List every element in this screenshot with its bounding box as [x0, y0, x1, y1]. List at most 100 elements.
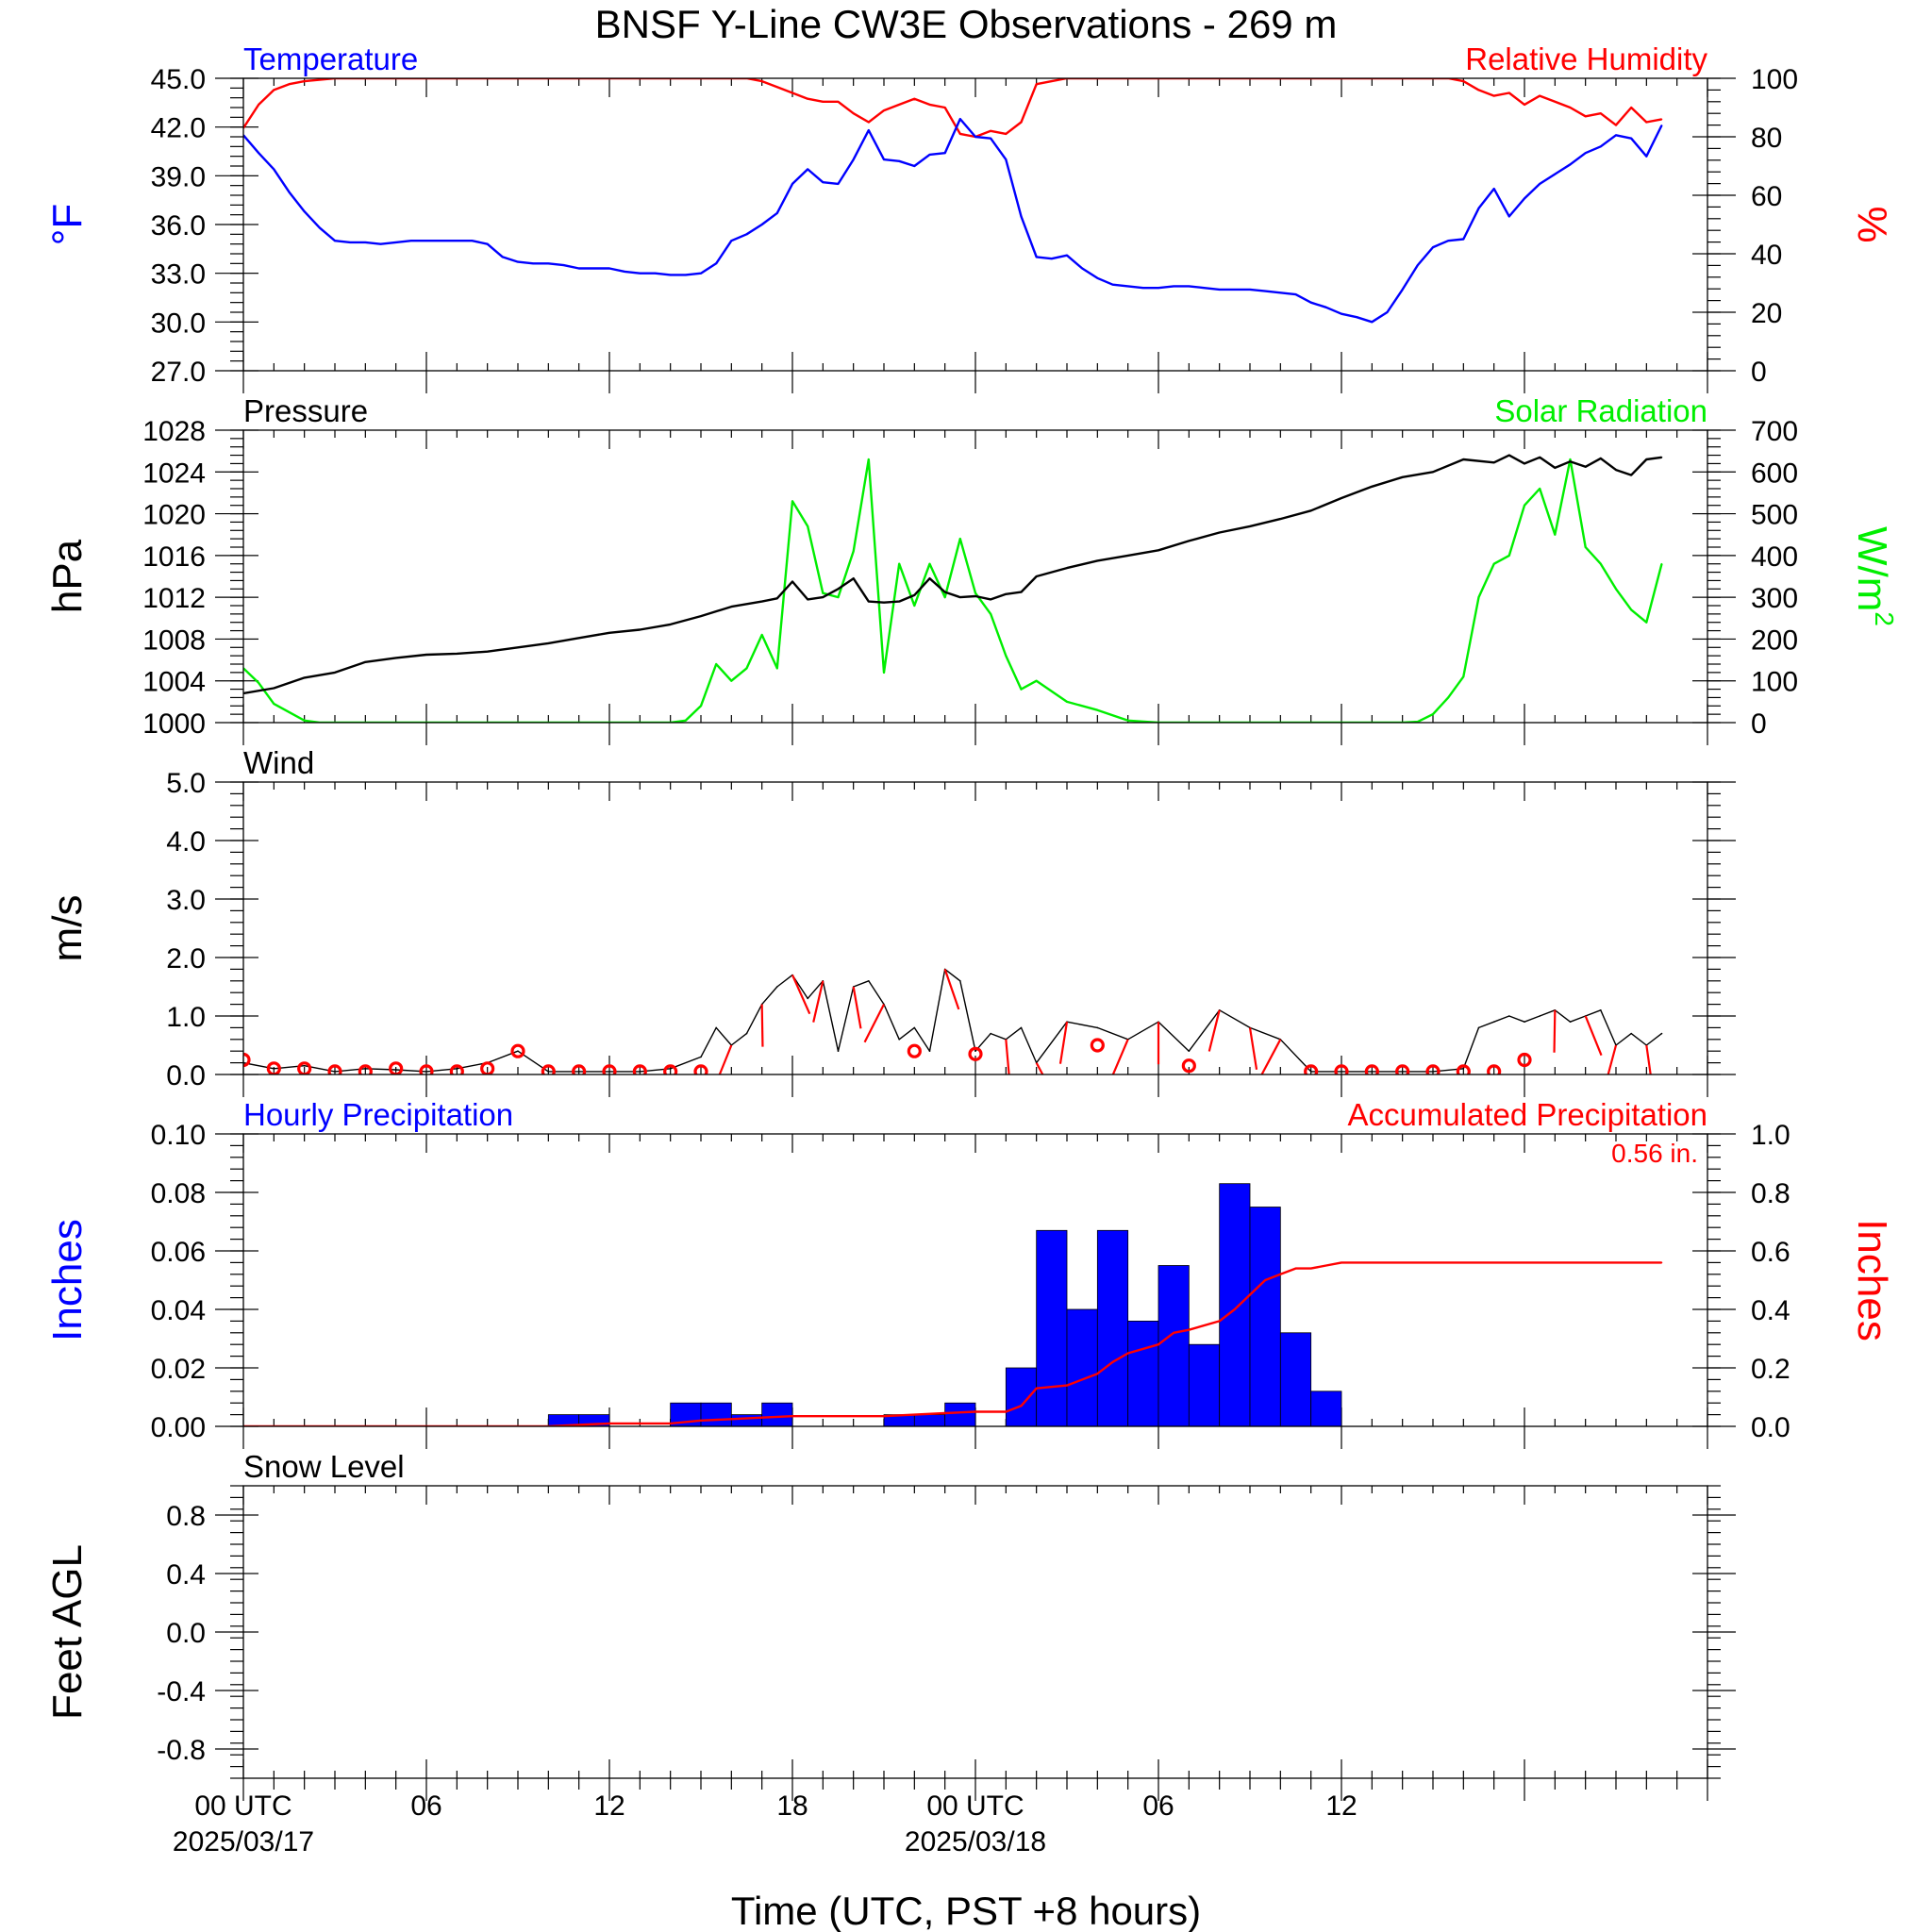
- accumulated-precip-line-point: [1660, 1261, 1663, 1264]
- wind-speed-line-point: [364, 1068, 367, 1070]
- humidity-line-point: [1584, 115, 1587, 118]
- temperature-line-point: [1386, 311, 1389, 313]
- precip-bar: [1005, 1367, 1038, 1426]
- humidity-line: [243, 78, 1662, 139]
- temperature-line-point: [410, 240, 412, 242]
- temperature-line-point: [1005, 158, 1008, 160]
- solar-line-point: [1066, 701, 1068, 703]
- accumulated-precip-line-point: [730, 1418, 733, 1421]
- solar-line-point: [868, 458, 870, 460]
- x-tick-date: 2025/03/17: [173, 1826, 314, 1857]
- left-tick-label: 0.04: [151, 1295, 206, 1326]
- accumulated-precip-line-point: [1462, 1261, 1465, 1264]
- left-tick-label: 0.08: [151, 1178, 206, 1209]
- solar-line-point: [288, 711, 291, 713]
- calm-wind-marker: [358, 1064, 373, 1074]
- pressure-line-point: [837, 588, 840, 591]
- pressure-line-point: [425, 654, 427, 656]
- calm-wind-marker: [243, 1052, 251, 1068]
- temperature-line-point: [959, 118, 961, 120]
- wind-speed-line-point: [715, 1026, 717, 1029]
- right-tick-label: 0.8: [1751, 1178, 1790, 1209]
- precip-bar: [761, 1402, 793, 1426]
- pressure-line-point: [1645, 458, 1648, 460]
- left-tick-label: 27.0: [151, 357, 206, 388]
- temperature-line-point: [1462, 238, 1465, 241]
- solar-line-point: [1600, 562, 1602, 565]
- solar-line-point: [258, 682, 260, 684]
- left-tick-label: 1.0: [166, 1002, 206, 1033]
- accumulated-precip-line-point: [1279, 1274, 1282, 1275]
- temperature-line-point: [562, 264, 565, 266]
- wind-speed-line-point: [974, 1050, 976, 1052]
- pressure-line-point: [1218, 531, 1221, 534]
- panel-1: 27.0 30.0 33.0 36.0 39.0 42.0 45.0 0 20 40 60 80 100…: [44, 42, 1895, 393]
- solar-line-point: [974, 591, 976, 594]
- left-tick-label: 39.0: [151, 161, 206, 192]
- pressure-line-point: [943, 591, 946, 593]
- temperature-line-point: [730, 240, 733, 242]
- pressure-line-point: [760, 600, 763, 603]
- calm-wind-marker: [1364, 1064, 1379, 1074]
- wind-speed-line-point: [1569, 1021, 1572, 1023]
- solar-line-point: [273, 703, 275, 705]
- right-tick-label: 40: [1751, 240, 1782, 271]
- wind-barb: [852, 986, 862, 1029]
- accumulated-precip-line-point: [1341, 1261, 1342, 1264]
- calm-wind-marker: [1334, 1064, 1349, 1074]
- humidity-line-point: [288, 83, 291, 85]
- temperature-line-point: [1630, 137, 1632, 140]
- pressure-line-point: [1020, 591, 1023, 593]
- precip-bar: [944, 1402, 976, 1426]
- right-tick-label: 0.6: [1751, 1237, 1790, 1268]
- temperature-line-point: [1142, 287, 1144, 290]
- left-tick-label: 1000: [142, 708, 206, 740]
- left-tick-label: 3.0: [166, 885, 206, 916]
- calm-wind-marker: [663, 1064, 678, 1074]
- calm-wind-marker: [510, 1043, 525, 1058]
- pressure-line-point: [974, 595, 976, 597]
- temperature-line-point: [715, 262, 717, 265]
- left-tick-label: 0.4: [166, 1559, 206, 1591]
- temperature-line-point: [1341, 312, 1342, 315]
- pressure-line-point: [577, 637, 580, 640]
- humidity-line-point: [303, 80, 306, 82]
- panel-title-right: Solar Radiation: [1494, 393, 1707, 428]
- right-tick-label: 100: [1751, 667, 1798, 698]
- y-axis-label-left: Feet AGL: [44, 1544, 91, 1720]
- wind-speed-line-point: [898, 1039, 900, 1041]
- precip-bar: [1219, 1183, 1251, 1426]
- humidity-line-point: [837, 101, 840, 103]
- panel-title-left: Snow Level: [243, 1449, 405, 1484]
- temperature-line-point: [1020, 215, 1023, 218]
- accumulated-precip-line-point: [1264, 1279, 1266, 1281]
- y-axis-label-right-sup: 2: [1870, 611, 1899, 626]
- temperature-line-point: [303, 210, 306, 212]
- calm-wind-marker: [1181, 1058, 1196, 1074]
- wind-speed-line-point: [425, 1071, 427, 1073]
- pressure-line-point: [334, 672, 336, 674]
- pressure-line-point: [730, 606, 733, 608]
- right-tick-label: 60: [1751, 181, 1782, 212]
- humidity-line-point: [1524, 104, 1525, 106]
- solar-line-point: [1615, 588, 1617, 591]
- panel-title-left: Temperature: [243, 42, 418, 76]
- wind-speed-line-point: [868, 980, 870, 982]
- precip-bar: [730, 1414, 763, 1426]
- wind-speed-line-point: [1524, 1021, 1525, 1023]
- wind-speed-line-point: [745, 1032, 748, 1035]
- temperature-line-point: [837, 183, 840, 185]
- temperature-line-point: [1096, 277, 1099, 279]
- temperature-line-point: [1051, 258, 1053, 260]
- wind-barb: [1584, 1015, 1603, 1057]
- temperature-line-point: [1645, 155, 1648, 158]
- humidity-line-point: [868, 121, 870, 124]
- temperature-line-point: [1417, 264, 1419, 266]
- wind-speed-line-point: [1188, 1050, 1191, 1052]
- pressure-line-point: [1569, 460, 1572, 463]
- pressure-line-point: [1371, 486, 1374, 488]
- right-tick-label: 100: [1751, 64, 1798, 95]
- pressure-line-point: [807, 598, 808, 601]
- pressure-line-point: [303, 676, 306, 679]
- calm-wind-marker: [1517, 1052, 1532, 1068]
